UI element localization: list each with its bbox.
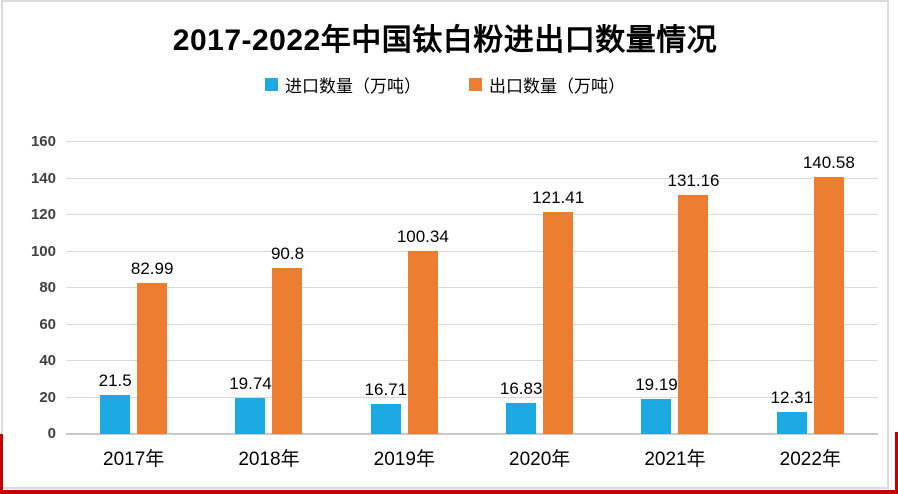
bar-value-label: 100.34 [396, 226, 449, 246]
gridline [66, 250, 878, 252]
legend-label-export: 出口数量（万吨） [489, 77, 625, 96]
bar-value-label: 19.74 [229, 373, 272, 393]
bar-value-label: 121.41 [532, 188, 585, 208]
y-tick-label: 0 [47, 425, 56, 442]
gridline [66, 396, 878, 398]
gridline [66, 177, 878, 179]
export-bar: 131.16 [667, 171, 719, 434]
y-tick-label: 140 [30, 169, 56, 187]
bar-value-label: 131.16 [667, 170, 720, 190]
bar-group: 16.71 100.34 [337, 142, 472, 434]
x-axis-labels: 2017年 2018年 2019年 2020年 2021年 2022年 [66, 444, 878, 472]
x-tick-label: 2019年 [373, 449, 435, 470]
gridline [66, 141, 878, 142]
export-bar: 82.99 [131, 259, 173, 434]
export-bar: 100.34 [397, 227, 449, 434]
red-border-right [895, 432, 898, 494]
y-tick-label: 80 [39, 279, 56, 296]
bar-value-label: 90.8 [270, 244, 305, 264]
y-axis-labels: 0 20 40 60 80 100 120 140 160 [0, 133, 56, 442]
chart-title: 2017-2022年中国钛白粉进出口数量情况 [172, 24, 718, 57]
bar-group: 19.74 90.8 [201, 142, 336, 434]
x-tick-label: 2020年 [509, 449, 571, 470]
import-bar: 21.5 [99, 371, 132, 434]
export-bar: 90.8 [271, 244, 304, 434]
bar-value-label: 16.71 [364, 379, 408, 399]
gridline [66, 287, 878, 288]
bar-group: 21.5 82.99 [66, 142, 201, 434]
x-tick-label: 2021年 [644, 449, 706, 470]
import-bar: 16.83 [500, 379, 542, 434]
x-tick-label: 2017年 [103, 449, 165, 470]
chart-legend: 进口数量（万吨） 出口数量（万吨） [3, 72, 887, 97]
export-bar: 140.58 [803, 153, 855, 434]
bar-group: 12.31 140.58 [743, 142, 878, 434]
import-bar: 16.71 [365, 380, 407, 434]
legend-item-export: 出口数量（万吨） [469, 72, 625, 97]
red-border-left [0, 434, 3, 494]
plot-area: 21.5 82.99 19.74 90.8 16.71 100.34 16.83 121.41… [66, 141, 878, 435]
y-tick-label: 120 [30, 206, 56, 223]
import-bar: 19.19 [635, 375, 678, 434]
bar-value-label: 140.58 [802, 153, 855, 173]
x-axis-line [66, 433, 878, 435]
bar-value-label: 82.99 [130, 258, 174, 278]
import-bar: 19.74 [229, 374, 272, 434]
bar-value-label: 16.83 [499, 379, 543, 399]
y-tick-label: 60 [39, 315, 56, 333]
export-bar: 121.41 [532, 188, 584, 434]
bar-value-label: 21.5 [98, 370, 132, 390]
red-border-bottom [0, 490, 898, 494]
y-tick-label: 40 [39, 352, 56, 369]
y-tick-label: 20 [39, 388, 56, 406]
y-tick-label: 160 [30, 133, 56, 150]
bar-value-label: 12.31 [770, 387, 814, 407]
legend-swatch-export-icon [469, 78, 482, 91]
gridline [66, 323, 878, 325]
legend-label-import: 进口数量（万吨） [285, 77, 421, 96]
y-tick-label: 100 [30, 242, 56, 260]
bar-value-label: 19.19 [635, 374, 678, 394]
x-tick-label: 2018年 [238, 449, 300, 470]
gridline [66, 360, 878, 361]
bar-group: 16.83 121.41 [472, 142, 607, 434]
import-bar: 12.31 [771, 388, 813, 434]
legend-swatch-import-icon [265, 78, 278, 91]
legend-item-import: 进口数量（万吨） [265, 72, 421, 97]
x-tick-label: 2022年 [779, 449, 841, 470]
gridline [66, 214, 878, 215]
bar-group: 19.19 131.16 [607, 142, 742, 434]
